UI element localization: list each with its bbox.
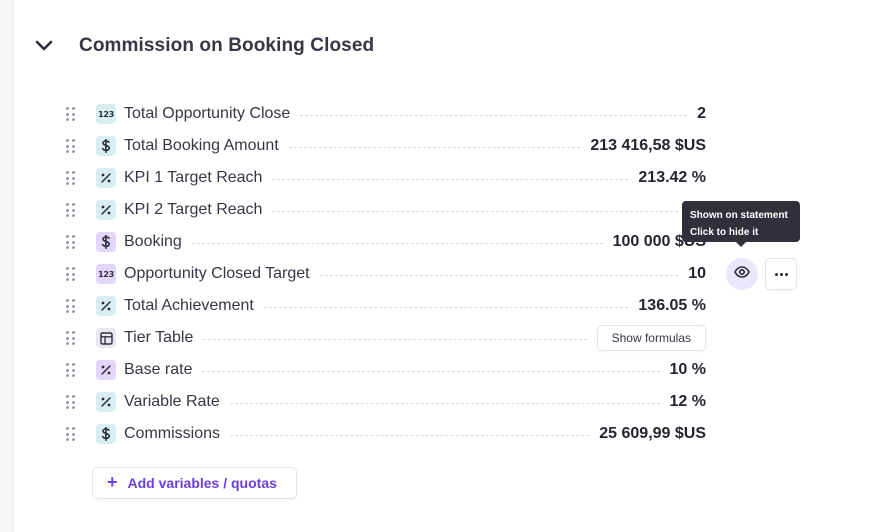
more-dot — [779, 272, 783, 276]
variable-row[interactable]: Commissions 25 609,99 $US — [66, 418, 706, 450]
variable-label: Booking — [124, 233, 182, 250]
plus-icon: + — [107, 472, 118, 492]
drag-handle-icon[interactable] — [66, 363, 76, 377]
dollar-icon — [96, 136, 116, 156]
visibility-toggle-button[interactable] — [726, 258, 758, 290]
variable-row[interactable]: Variable Rate 12 % — [66, 386, 706, 418]
variable-row[interactable]: KPI 1 Target Reach 213.42 % — [66, 162, 706, 194]
variable-value: 136.05 % — [638, 297, 706, 314]
variable-label: KPI 1 Target Reach — [124, 169, 263, 186]
variable-value: 25 609,99 $US — [599, 425, 706, 442]
section-title: Commission on Booking Closed — [79, 35, 375, 56]
dotted-leader — [319, 274, 679, 276]
number-icon: 123 — [96, 264, 116, 284]
dotted-leader — [230, 434, 590, 436]
dotted-leader — [263, 306, 629, 308]
percent-icon — [96, 296, 116, 316]
variable-label: Total Opportunity Close — [124, 105, 291, 122]
variable-value: 12 % — [669, 393, 706, 410]
section-header: Commission on Booking Closed — [33, 30, 374, 62]
variable-row[interactable]: Total Achievement 136.05 % — [66, 290, 706, 322]
variable-value: 213 416,58 $US — [590, 137, 706, 154]
variable-row[interactable]: 123 Total Opportunity Close 2 — [66, 98, 706, 130]
variable-label: KPI 2 Target Reach — [124, 201, 263, 218]
drag-handle-icon[interactable] — [66, 139, 76, 153]
drag-handle-icon[interactable] — [66, 299, 76, 313]
variable-value: 213.42 % — [638, 169, 706, 186]
number-icon: 123 — [96, 104, 116, 124]
dotted-leader — [191, 242, 603, 244]
dotted-leader — [202, 370, 660, 372]
variable-row[interactable]: Base rate 10 % — [66, 354, 706, 386]
drag-handle-icon[interactable] — [66, 107, 76, 121]
drag-handle-icon[interactable] — [66, 331, 76, 345]
add-variables-button[interactable]: + Add variables / quotas — [92, 467, 297, 499]
add-variables-label: Add variables / quotas — [127, 475, 277, 491]
show-formulas-button[interactable]: Show formulas — [596, 325, 706, 351]
number-icon-text: 123 — [98, 269, 114, 279]
dollar-icon — [96, 232, 116, 252]
variable-value: 2 — [697, 105, 706, 122]
variable-label: Total Achievement — [124, 297, 254, 314]
variable-label: Base rate — [124, 361, 193, 378]
more-options-button[interactable] — [765, 258, 797, 290]
dotted-leader — [203, 338, 587, 340]
tooltip-line-2: Click to hide it — [690, 227, 759, 238]
variable-label: Commissions — [124, 425, 221, 442]
dotted-leader — [272, 210, 679, 212]
dotted-leader — [229, 402, 660, 404]
number-icon-text: 123 — [98, 109, 114, 119]
variable-value: 10 — [688, 265, 706, 282]
dotted-leader — [272, 178, 629, 180]
tooltip-arrow — [735, 241, 747, 247]
variable-value: 10 % — [669, 361, 706, 378]
percent-icon — [96, 392, 116, 412]
dollar-icon — [96, 424, 116, 444]
more-dot — [784, 272, 788, 276]
drag-handle-icon[interactable] — [66, 427, 76, 441]
variable-label: Opportunity Closed Target — [124, 265, 310, 282]
percent-icon — [96, 168, 116, 188]
variable-row[interactable]: 123 Opportunity Closed Target 10 — [66, 258, 706, 290]
dotted-leader — [288, 146, 581, 148]
dotted-leader — [300, 114, 688, 116]
more-dot — [774, 272, 778, 276]
variable-row[interactable]: Total Booking Amount 213 416,58 $US — [66, 130, 706, 162]
drag-handle-icon[interactable] — [66, 235, 76, 249]
table-icon — [96, 328, 116, 348]
eye-icon — [734, 265, 750, 283]
variable-row[interactable]: Booking 100 000 $US — [66, 226, 706, 258]
variable-row[interactable]: KPI 2 Target Reach20 — [66, 194, 706, 226]
variable-label: Total Booking Amount — [124, 137, 279, 154]
percent-icon — [96, 360, 116, 380]
variable-row[interactable]: Tier Table Show formulas — [66, 322, 706, 354]
tooltip-line-1: Shown on statement — [690, 210, 788, 221]
variables-list: 123 Total Opportunity Close 2 Total Booking… — [66, 98, 706, 450]
variable-label: Tier Table — [124, 329, 194, 346]
drag-handle-icon[interactable] — [66, 395, 76, 409]
drag-handle-icon[interactable] — [66, 171, 76, 185]
percent-icon — [96, 200, 116, 220]
visibility-tooltip: Shown on statement Click to hide it — [682, 201, 800, 242]
drag-handle-icon[interactable] — [66, 203, 76, 217]
chevron-down-icon[interactable] — [33, 35, 55, 57]
drag-handle-icon[interactable] — [66, 267, 76, 281]
variable-label: Variable Rate — [124, 393, 220, 410]
